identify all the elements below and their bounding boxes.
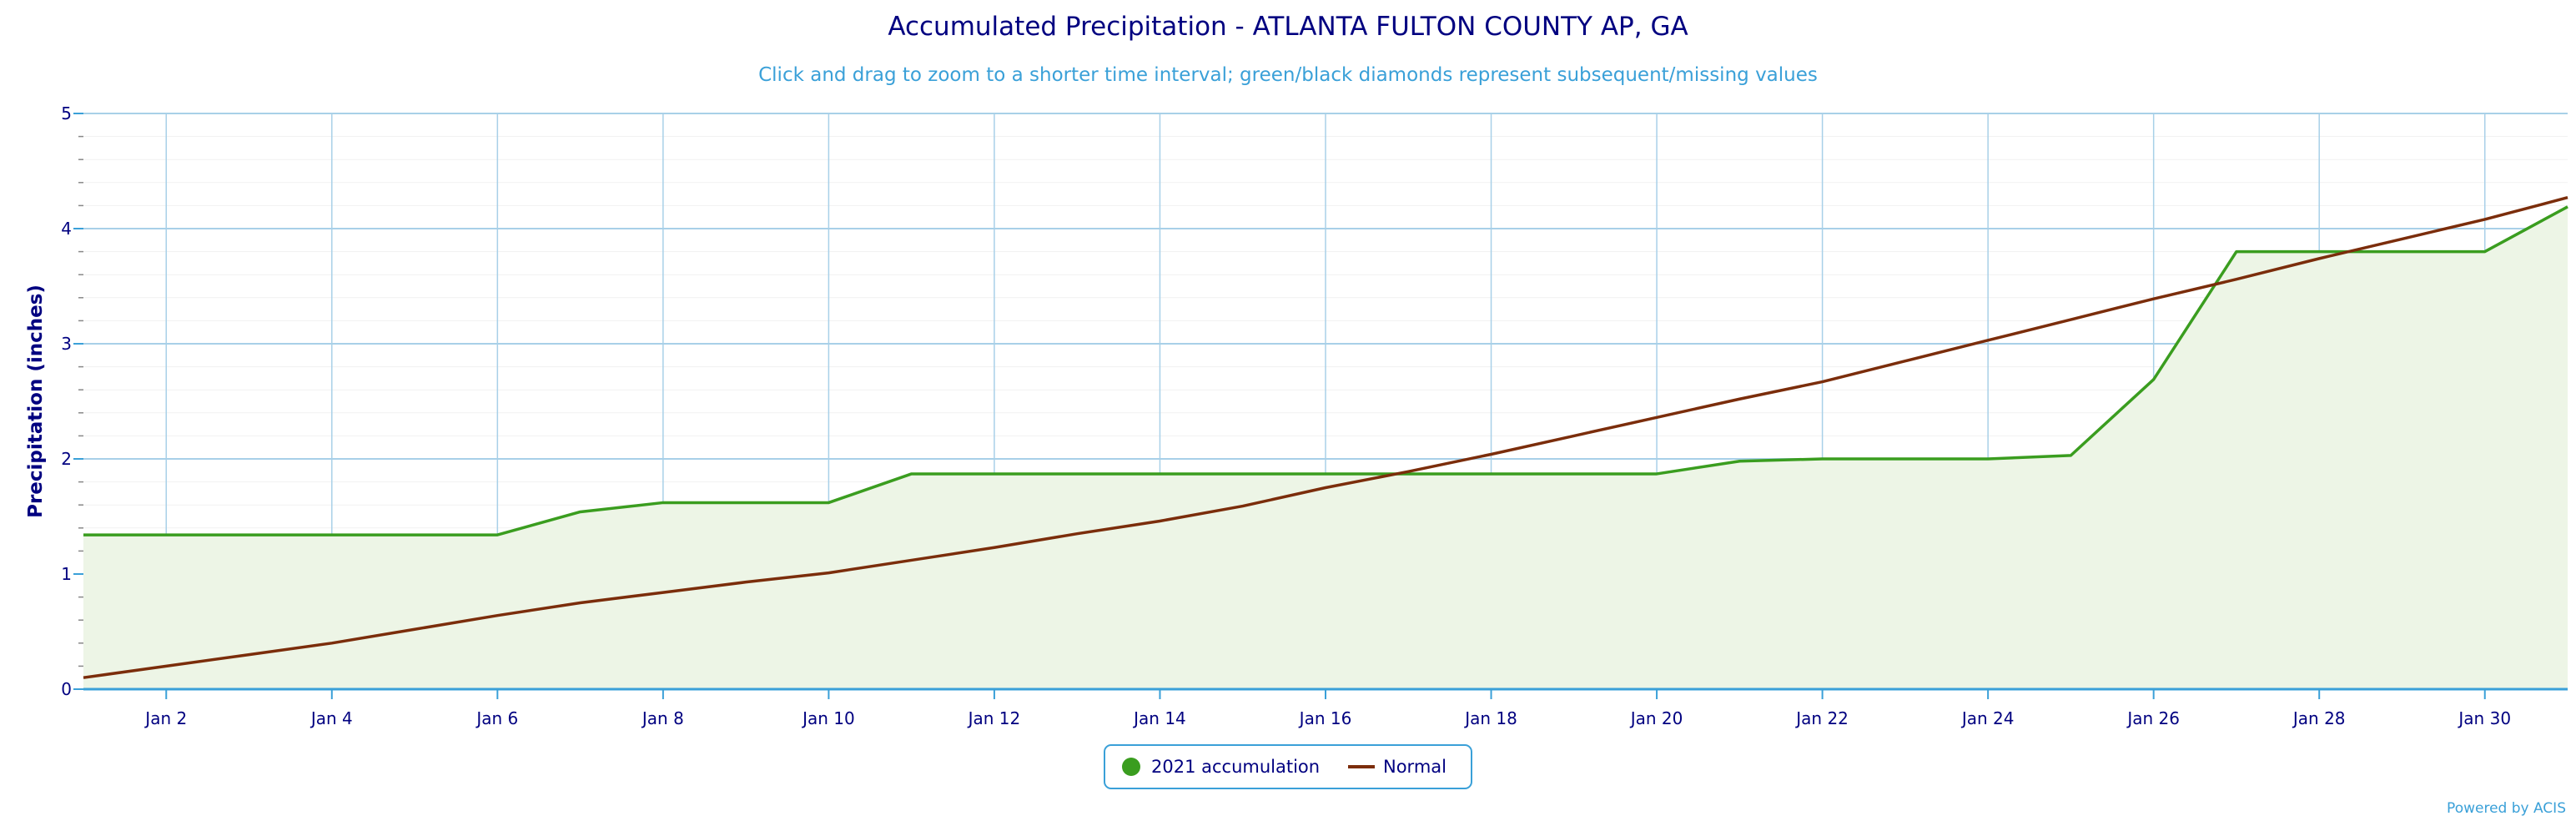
line-normal[interactable] [83, 196, 2568, 679]
x-tick-label: Jan 22 [1794, 708, 1849, 728]
series-lines [83, 196, 2568, 679]
y-tick-label: 0 [61, 679, 72, 699]
x-tick-label: Jan 8 [641, 708, 684, 728]
x-tick-label: Jan 20 [1629, 708, 1683, 728]
x-axis-ticks: Jan 2 Jan 4 Jan 6 Jan 8 Jan 10 Jan 12 Jan 14 Ja… [143, 708, 2511, 728]
axes [73, 113, 2568, 699]
x-tick-label: Jan 14 [1132, 708, 1186, 728]
y-tick-label: 3 [61, 334, 72, 354]
legend-label-2021-accumulation: 2021 accumulation [1151, 757, 1320, 777]
y-tick-label: 2 [61, 449, 72, 469]
x-tick-label: Jan 4 [309, 708, 353, 728]
x-tick-label: Jan 12 [967, 708, 1021, 728]
x-tick-label: Jan 18 [1463, 708, 1517, 728]
x-tick-label: Jan 26 [2126, 708, 2180, 728]
x-tick-label: Jan 6 [475, 708, 518, 728]
x-tick-label: Jan 16 [1298, 708, 1352, 728]
x-tick-label: Jan 28 [2292, 708, 2346, 728]
line-2021-accumulation[interactable] [83, 205, 2568, 536]
series-areas [83, 206, 2568, 689]
legend-marker-2021-accumulation [1122, 758, 1140, 776]
legend-item-2021-accumulation[interactable]: 2021 accumulation [1122, 757, 1320, 777]
y-axis-title: Precipitation (inches) [25, 285, 47, 518]
chart-title: Accumulated Precipitation - ATLANTA FULT… [888, 12, 1688, 42]
x-tick-label: Jan 10 [801, 708, 855, 728]
y-tick-label: 5 [61, 103, 72, 123]
y-axis-ticks: 0 1 2 3 4 5 [61, 103, 72, 699]
legend-label-normal: Normal [1383, 757, 1446, 777]
legend-item-normal[interactable]: Normal [1348, 757, 1446, 777]
area-2021-accumulation [83, 206, 2568, 689]
y-tick-label: 4 [61, 219, 72, 239]
x-tick-label: Jan 2 [143, 708, 187, 728]
legend[interactable]: 2021 accumulation Normal [1104, 744, 1472, 789]
x-tick-label: Jan 24 [1960, 708, 2015, 728]
credit-link[interactable]: Powered by ACIS [2447, 800, 2566, 817]
legend-box [1104, 744, 1472, 789]
x-tick-label: Jan 30 [2457, 708, 2511, 728]
chart-subtitle: Click and drag to zoom to a shorter time… [758, 64, 1818, 86]
y-tick-label: 1 [61, 564, 72, 584]
